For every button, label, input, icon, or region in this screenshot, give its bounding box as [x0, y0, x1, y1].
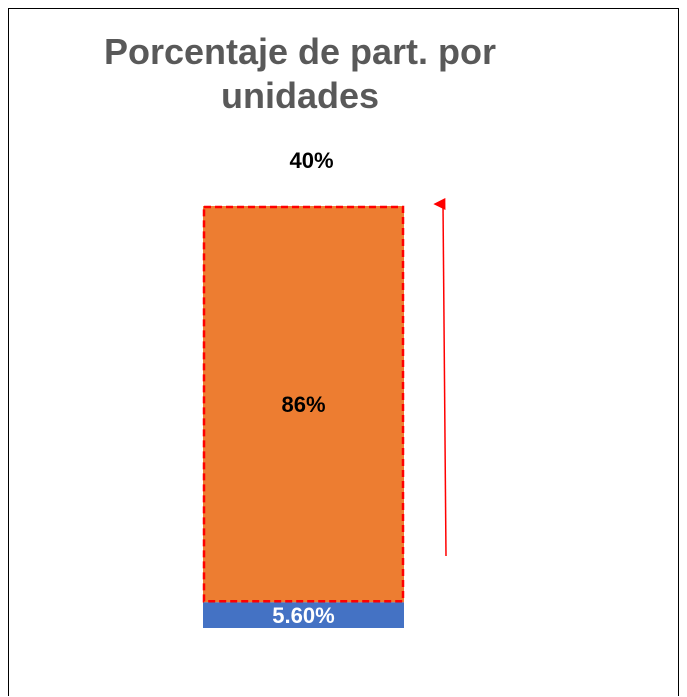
arrow: [433, 197, 447, 557]
bar-segment: [203, 206, 404, 603]
value-label: 5.60%: [272, 603, 334, 628]
annotation: 40%: [289, 148, 333, 173]
chart-title: Porcentaje de part. por unidades: [103, 31, 497, 116]
highlight-outline: [202, 205, 405, 603]
value-label: 86%: [281, 392, 325, 417]
frame: [8, 8, 679, 696]
bar-segment: [203, 602, 404, 628]
